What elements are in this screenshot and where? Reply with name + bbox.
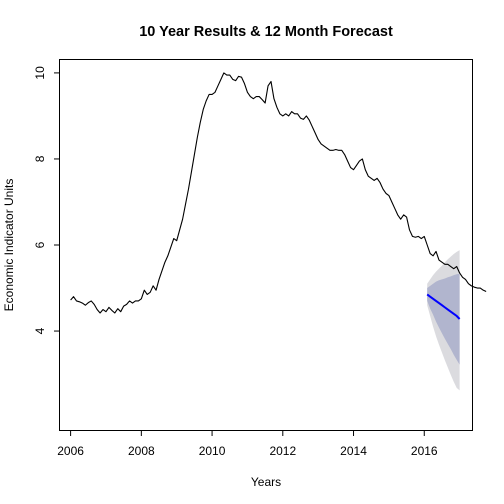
y-axis-label: Economic Indicator Units bbox=[2, 179, 16, 312]
y-tick-label: 6 bbox=[33, 241, 47, 248]
x-tick-label: 2016 bbox=[411, 444, 438, 458]
observed-series-line bbox=[70, 72, 487, 314]
x-tick-label: 2008 bbox=[128, 444, 155, 458]
forecast-band-80 bbox=[427, 273, 460, 365]
y-axis: 4 6 8 10 bbox=[33, 66, 60, 334]
x-tick-label: 2012 bbox=[269, 444, 296, 458]
forecast-mean-line bbox=[426, 293, 461, 320]
x-axis: 2006 2008 2010 2012 2014 2016 bbox=[57, 430, 438, 458]
y-tick-label: 4 bbox=[33, 327, 47, 334]
chart-marks bbox=[70, 72, 487, 391]
chart-title: 10 Year Results & 12 Month Forecast bbox=[139, 24, 393, 40]
y-tick-label: 10 bbox=[33, 66, 47, 80]
plot-frame bbox=[59, 59, 473, 431]
x-tick-label: 2014 bbox=[340, 444, 367, 458]
x-axis-label: Years bbox=[251, 475, 281, 489]
x-tick-label: 2006 bbox=[57, 444, 84, 458]
y-tick-label: 8 bbox=[33, 155, 47, 162]
x-tick-label: 2010 bbox=[199, 444, 226, 458]
